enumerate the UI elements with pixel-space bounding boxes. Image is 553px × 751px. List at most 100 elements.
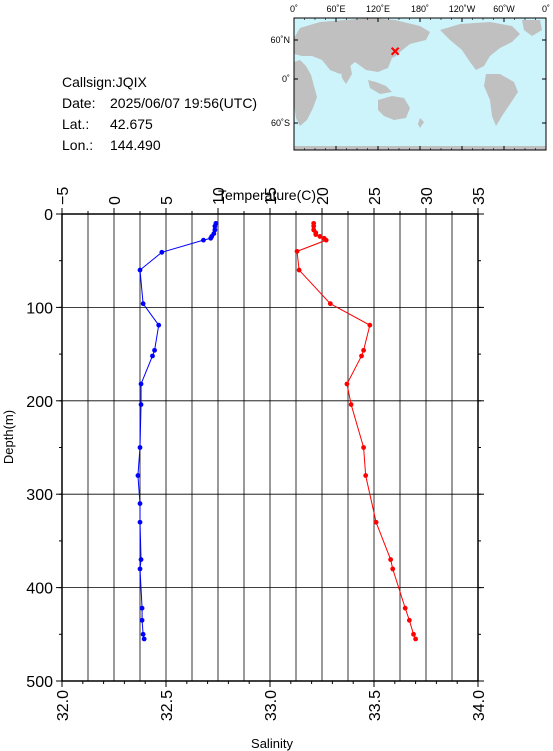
salinity-tick-label: 32.0 <box>55 690 72 721</box>
salinity-data-point <box>411 631 416 637</box>
landmass-se-asia <box>368 80 392 94</box>
map-longitude-label: 0˚ <box>290 4 298 14</box>
temperature-data-point <box>137 445 143 450</box>
landmass-greenland <box>522 20 542 36</box>
lat-value: 42.675 <box>110 116 153 132</box>
depth-axis: 0 100 200 300 400 500 <box>26 207 484 691</box>
chart-grid <box>61 213 479 682</box>
temperature-data-point <box>137 519 143 525</box>
depth-tick-label: 100 <box>26 300 53 317</box>
depth-axis-title: Depth(m) <box>1 410 16 464</box>
lat-label: Lat.: <box>62 116 90 132</box>
salinity-data-point <box>323 237 329 243</box>
salinity-tick-label: 34.0 <box>471 690 488 721</box>
salinity-data-point <box>344 381 350 387</box>
temperature-data-point <box>138 381 144 387</box>
landmass-new-zealand <box>418 118 424 128</box>
depth-tick-label: 200 <box>26 394 53 411</box>
map-tick-marks <box>293 18 547 150</box>
salinity-data-point <box>359 353 364 359</box>
temperature-data-point <box>150 353 155 359</box>
lon-value: 144.490 <box>110 137 161 153</box>
temperature-data-point <box>212 223 218 229</box>
temperature-data-point <box>159 249 165 255</box>
temperature-tick-label: 35 <box>471 187 488 205</box>
temperature-tick-label: 0 <box>107 196 124 205</box>
landmass-india <box>340 64 352 84</box>
salinity-data-point <box>296 267 302 273</box>
salinity-data-point <box>363 473 369 478</box>
lon-row: Lon.: 144.490 <box>62 135 257 156</box>
map-latitude-label: 0˚ <box>282 74 290 84</box>
map-longitude-labels: 0˚ 60˚E 120˚E 180˚ 120˚W 60˚W 0˚ <box>290 4 550 14</box>
date-label: Date: <box>62 95 96 111</box>
world-map: 0˚ 60˚E 120˚E 180˚ 120˚W 60˚W 0˚ 60˚N 0˚ 60˚S <box>270 4 550 151</box>
depth-tick-label: 300 <box>26 487 53 504</box>
salinity-axis: 32.0 32.5 33.0 33.5 34.0 <box>55 681 488 721</box>
salinity-axis-title: Salinity <box>251 736 293 751</box>
temperature-tick-label: 5 <box>159 196 176 205</box>
temperature-data-point <box>208 235 214 241</box>
continent-eurasia <box>294 18 430 74</box>
temperature-tick-label: 25 <box>367 187 384 205</box>
temperature-axis-title: Temperature(C) <box>218 187 316 203</box>
map-latitude-labels: 60˚N 0˚ 60˚S <box>270 35 290 128</box>
date-value: 2025/06/07 19:56(UTC) <box>110 95 258 111</box>
continent-australia <box>378 96 410 120</box>
salinity-data-point <box>361 347 366 353</box>
temperature-data-point <box>140 301 146 307</box>
map-longitude-label: 60˚W <box>493 4 515 14</box>
map-longitude-label: 120˚E <box>366 4 390 14</box>
salinity-data-point <box>327 301 333 307</box>
temperature-tick-label: 10 <box>211 187 228 205</box>
temperature-profile-line <box>137 223 217 640</box>
continent-africa <box>294 60 317 126</box>
temperature-tick-label: 15 <box>263 187 280 205</box>
map-longitude-label: 180˚ <box>411 4 429 14</box>
salinity-tick-label: 33.5 <box>367 690 384 721</box>
lat-row: Lat.: 42.675 <box>62 114 257 135</box>
depth-tick-label: 500 <box>26 674 53 691</box>
salinity-data-point <box>373 519 379 525</box>
temperature-data-point <box>135 473 141 478</box>
series-layer <box>135 220 418 642</box>
map-latitude-label: 60˚N <box>270 35 290 45</box>
temperature-data-point <box>139 605 145 611</box>
temperature-data-point <box>138 402 144 407</box>
salinity-tick-label: 33.0 <box>263 690 280 721</box>
salinity-data-point <box>294 248 300 254</box>
temperature-data-point <box>137 566 143 572</box>
salinity-data-point <box>367 322 373 328</box>
profile-chart: −5 0 5 10 15 20 25 30 35 32.0 32.5 33.0 33.5 34.0 01… <box>1 187 488 751</box>
temperature-data-point <box>138 557 144 562</box>
temperature-data-point <box>140 631 146 637</box>
temperature-data-point <box>139 617 145 623</box>
map-longitude-label: 0˚ <box>542 4 550 14</box>
callsign-text: Callsign:JQIX <box>62 74 147 90</box>
salinity-data-point <box>413 636 418 642</box>
station-marker-stroke <box>390 47 400 56</box>
salinity-data-point <box>388 557 394 562</box>
temperature-data-point <box>137 267 143 273</box>
temperature-tick-label: −5 <box>55 187 72 205</box>
temperature-data-point <box>201 237 206 243</box>
depth-tick-label: 400 <box>26 581 53 598</box>
salinity-data-point <box>348 402 354 407</box>
depth-tick-label: 0 <box>44 207 53 224</box>
lon-label: Lon.: <box>62 137 94 153</box>
salinity-data-point <box>390 566 396 572</box>
map-longitude-label: 120˚W <box>449 4 476 14</box>
temperature-data-point <box>137 501 143 506</box>
salinity-data-point <box>311 223 317 229</box>
map-longitude-label: 60˚E <box>326 4 345 14</box>
map-land <box>294 18 546 150</box>
station-marker <box>390 47 400 56</box>
temperature-data-point <box>156 322 162 328</box>
temperature-tick-label: 20 <box>315 187 332 205</box>
temperature-data-point <box>212 227 218 233</box>
salinity-data-point <box>406 617 412 623</box>
salinity-data-point <box>361 445 366 450</box>
continent-south-america <box>484 74 518 126</box>
map-latitude-label: 60˚S <box>271 118 290 128</box>
